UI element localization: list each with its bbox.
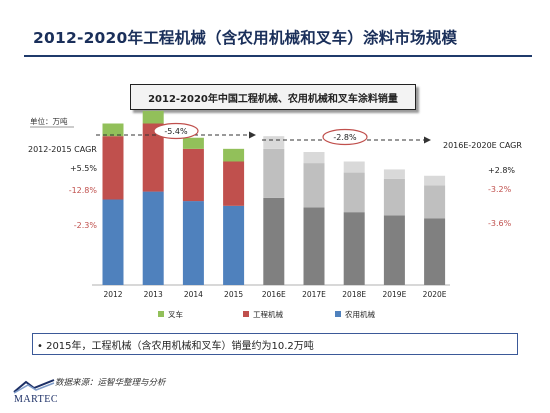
forklift-segment-2015 <box>223 148 245 162</box>
forklift-segment-2020E <box>424 175 446 186</box>
forklift-segment-2016E <box>263 136 285 149</box>
x-tick-label: 2015 <box>224 290 243 299</box>
x-tick-label: 2017E <box>302 290 326 299</box>
left-cagr-value: -2.3% <box>74 221 98 230</box>
legend-label: 工程机械 <box>253 309 283 319</box>
right-cagr-value: +2.8% <box>488 166 515 175</box>
x-tick-label: 2020E <box>423 290 447 299</box>
actual-cagr-oval <box>153 122 199 140</box>
agricultural-segment-2019E <box>383 215 405 285</box>
forklift-segment-2013 <box>142 110 164 124</box>
legend-swatch <box>158 311 164 317</box>
left-cagr-value: +5.5% <box>70 164 97 173</box>
agricultural-segment-2014 <box>182 201 204 285</box>
construction-segment-2013 <box>142 123 164 192</box>
agricultural-segment-2013 <box>142 191 164 285</box>
actual-cagr-value: -5.4% <box>164 127 188 136</box>
agricultural-segment-2016E <box>263 197 285 285</box>
left-cagr-value: -12.8% <box>69 186 98 195</box>
agricultural-segment-2018E <box>343 212 365 285</box>
agricultural-segment-2015 <box>223 205 245 285</box>
data-source: 数据来源：运智华整理与分析 <box>55 378 166 388</box>
right-cagr-header: 2016E-2020E CAGR <box>443 141 522 150</box>
logo-mark-icon <box>13 379 55 394</box>
legend-swatch <box>335 311 341 317</box>
summary-note: • 2015年，工程机械（含农用机械和叉车）销量约为10.2万吨 <box>32 333 518 355</box>
chart-title: 2012-2020年中国工程机械、农用机械和叉车涂料销量 <box>130 84 416 110</box>
agricultural-segment-2017E <box>303 207 325 285</box>
construction-segment-2012 <box>102 136 124 200</box>
x-tick-label: 2014 <box>184 290 203 299</box>
logo-text: MARTEC <box>14 394 59 405</box>
x-tick-label: 2013 <box>144 290 163 299</box>
right-cagr-value: -3.6% <box>488 219 512 228</box>
forklift-segment-2014 <box>182 137 204 149</box>
page-title: 2012-2020年工程机械（含农用机械和叉车）涂料市场规模 <box>33 29 458 47</box>
construction-segment-2016E <box>263 148 285 198</box>
legend-label: 叉车 <box>168 309 183 319</box>
legend-swatch <box>243 311 249 317</box>
construction-segment-2015 <box>223 161 245 206</box>
x-tick-label: 2018E <box>342 290 366 299</box>
unit-label: 单位：万吨 <box>30 116 68 126</box>
x-tick-label: 2012 <box>103 290 122 299</box>
x-tick-label: 2019E <box>382 290 406 299</box>
forklift-segment-2018E <box>343 161 365 173</box>
construction-segment-2020E <box>424 185 446 219</box>
x-tick-label: 2016E <box>262 290 286 299</box>
forklift-segment-2019E <box>383 169 405 179</box>
construction-segment-2017E <box>303 163 325 208</box>
construction-segment-2014 <box>182 148 204 202</box>
forklift-segment-2017E <box>303 152 325 164</box>
forecast-cagr-oval <box>322 128 368 146</box>
construction-segment-2018E <box>343 172 365 213</box>
construction-segment-2019E <box>383 178 405 216</box>
left-cagr-header: 2012-2015 CAGR <box>28 145 97 154</box>
forklift-segment-2012 <box>102 123 124 137</box>
legend-label: 农用机械 <box>345 309 375 319</box>
forecast-cagr-value: -2.8% <box>333 133 357 142</box>
agricultural-segment-2020E <box>424 218 446 285</box>
title-divider <box>24 55 532 57</box>
right-cagr-value: -3.2% <box>488 185 512 194</box>
agricultural-segment-2012 <box>102 199 124 285</box>
